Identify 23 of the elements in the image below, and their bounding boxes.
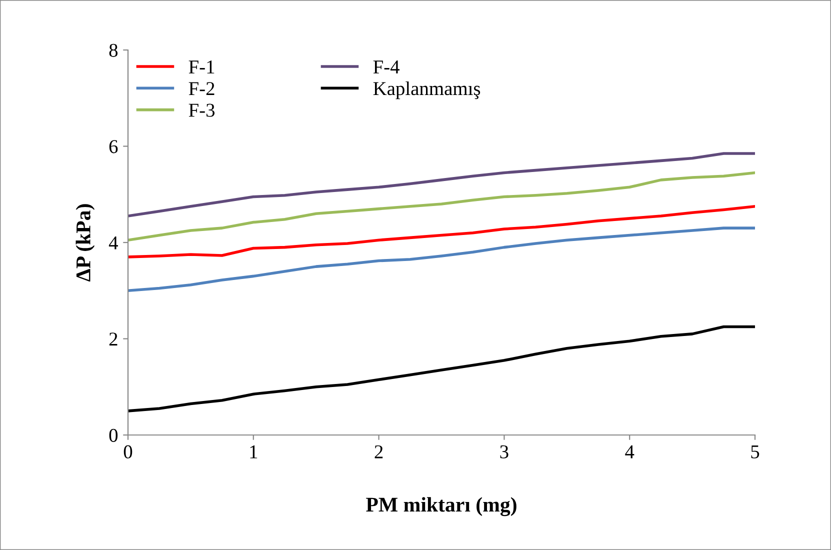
line-series (128, 226, 755, 292)
legend-label: F-4 (373, 60, 400, 74)
legend-label: F-3 (188, 104, 215, 117)
x-tick-label: 3 (500, 445, 508, 458)
y-tick-label: 2 (109, 332, 118, 346)
y-axis-title: ΔP (kPa) (76, 204, 95, 282)
line-series (128, 152, 755, 218)
y-tick-label: 6 (109, 140, 118, 154)
legend-label: F-2 (188, 82, 214, 95)
line-series (128, 205, 755, 258)
x-tick-label: 1 (250, 445, 258, 458)
x-tick-label: 4 (625, 445, 634, 458)
y-tick-label: 4 (108, 236, 118, 250)
line-series (128, 171, 755, 242)
legend-label: F-1 (188, 60, 214, 74)
x-tick-label: 0 (124, 445, 132, 458)
y-tick-label: 0 (109, 428, 118, 442)
y-tick-label: 8 (109, 44, 118, 57)
line-series (128, 325, 755, 412)
x-tick-label: 2 (374, 445, 383, 458)
x-axis-title: PM miktarı (mg) (366, 497, 516, 516)
x-tick-label: 5 (751, 445, 760, 458)
legend-label: Kaplanmamış (373, 81, 480, 100)
